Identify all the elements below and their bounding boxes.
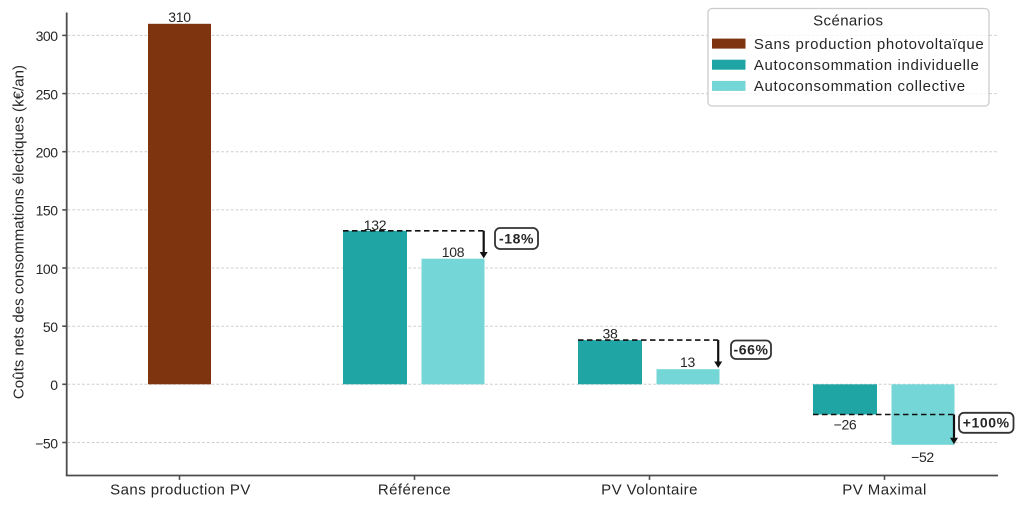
- svg-text:-18%: -18%: [499, 230, 534, 246]
- svg-text:13: 13: [680, 354, 695, 370]
- svg-text:PV Volontaire: PV Volontaire: [601, 482, 698, 499]
- svg-text:150: 150: [36, 203, 59, 219]
- svg-text:−52: −52: [911, 449, 934, 465]
- svg-text:Coûts nets des consommations é: Coûts nets des consommations électiques …: [11, 65, 28, 399]
- svg-text:Sans production photovoltaïque: Sans production photovoltaïque: [754, 36, 985, 53]
- svg-text:−50: −50: [35, 435, 58, 451]
- svg-text:310: 310: [168, 9, 191, 25]
- svg-text:Autoconsommation collective: Autoconsommation collective: [754, 78, 966, 95]
- svg-text:300: 300: [36, 28, 59, 44]
- svg-text:108: 108: [442, 244, 465, 260]
- svg-text:0: 0: [50, 377, 58, 393]
- svg-text:-66%: -66%: [733, 342, 768, 358]
- svg-text:Référence: Référence: [378, 482, 451, 499]
- svg-text:250: 250: [36, 86, 59, 102]
- svg-text:PV Maximal: PV Maximal: [842, 482, 927, 499]
- svg-text:50: 50: [43, 319, 58, 335]
- svg-text:132: 132: [364, 217, 387, 233]
- svg-text:38: 38: [603, 325, 618, 341]
- svg-text:200: 200: [36, 145, 59, 161]
- svg-text:Autoconsommation individuelle: Autoconsommation individuelle: [754, 57, 980, 74]
- svg-text:Sans production PV: Sans production PV: [110, 482, 251, 499]
- svg-text:100: 100: [36, 261, 59, 277]
- svg-text:+100%: +100%: [963, 415, 1010, 431]
- svg-text:−26: −26: [834, 416, 857, 432]
- svg-text:Scénarios: Scénarios: [813, 13, 883, 30]
